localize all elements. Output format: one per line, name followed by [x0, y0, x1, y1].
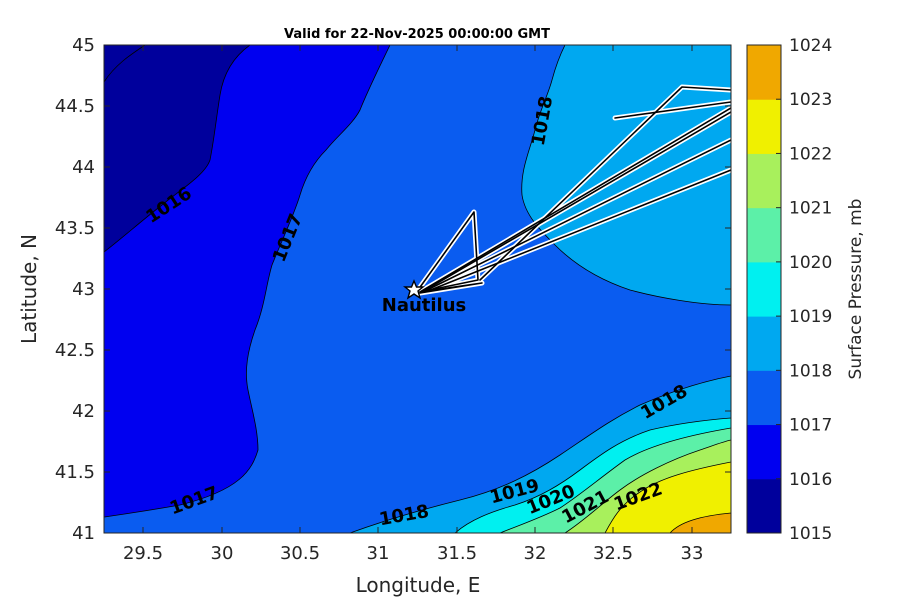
colorbar-swatch	[747, 316, 781, 371]
y-tick-label: 44	[72, 157, 95, 178]
band-1022	[604, 461, 731, 533]
contour-field	[104, 45, 731, 533]
colorbar-swatch	[747, 153, 781, 209]
colorbar-tick-label: 1022	[789, 144, 832, 164]
colorbar-tick-label: 1021	[789, 199, 832, 219]
y-tick-label: 44.5	[55, 96, 95, 117]
colorbar-tick-label: 1016	[789, 470, 832, 490]
station-label: Nautilus	[382, 295, 467, 316]
colorbar-swatch	[747, 478, 781, 534]
colorbar-swatch	[747, 424, 781, 480]
ship-tracks	[415, 84, 731, 296]
x-tick-labels: 29.5 30 30.5 31 31.5 32 32.5 33	[123, 543, 703, 564]
x-tick-label: 30.5	[280, 543, 320, 564]
x-tick-label: 29.5	[123, 543, 163, 564]
contour-1015-inner	[104, 45, 146, 83]
y-tick-label: 43.5	[55, 218, 95, 239]
colorbar-frame	[746, 44, 782, 534]
colorbar-swatch	[747, 370, 781, 426]
y-axis	[104, 44, 731, 534]
colorbar-tick-label: 1024	[789, 36, 832, 56]
colorbar-tick-label: 1015	[789, 524, 832, 544]
colorbar-ticks: 1015 1016 1017 1018 1019 1020 1021 1022 1023 1024	[776, 36, 832, 544]
star-icon	[403, 279, 425, 300]
x-tick-label: 32.5	[593, 543, 633, 564]
colorbar-tick-label: 1020	[789, 253, 832, 273]
colorbar-swatch	[747, 99, 781, 154]
colorbar-tick-label: 1018	[789, 361, 832, 381]
band-1015	[104, 45, 251, 253]
colorbar-swatch	[747, 45, 781, 100]
x-tick-label: 31.5	[437, 543, 477, 564]
y-axis-label: Latitude, N	[17, 234, 41, 344]
y-tick-label: 43	[72, 279, 95, 300]
colorbar-tick-label: 1019	[789, 307, 832, 327]
colorbar-swatch	[747, 207, 781, 263]
y-tick-label: 41.5	[55, 462, 95, 483]
x-axis	[142, 45, 693, 533]
y-tick-label: 42.5	[55, 340, 95, 361]
colorbar-tick-label: 1017	[789, 416, 832, 436]
colorbar-tick-label: 1023	[789, 90, 832, 110]
y-tick-label: 45	[72, 35, 95, 56]
colorbar-label: Surface Pressure, mb	[846, 199, 866, 380]
x-tick-label: 31	[367, 543, 390, 564]
colorbar-swatch	[747, 261, 781, 317]
colorbar	[747, 45, 781, 534]
y-tick-label: 41	[72, 523, 95, 544]
y-tick-labels: 41 41.5 42 42.5 43 43.5 44 44.5 45	[55, 35, 95, 544]
x-tick-label: 32	[524, 543, 547, 564]
map-title: Valid for 22-Nov-2025 00:00:00 GMT	[284, 27, 550, 42]
station-marker: Nautilus	[382, 279, 467, 316]
y-tick-label: 42	[72, 401, 95, 422]
x-tick-label: 33	[681, 543, 704, 564]
x-axis-label: Longitude, E	[356, 573, 481, 597]
x-tick-label: 30	[211, 543, 234, 564]
